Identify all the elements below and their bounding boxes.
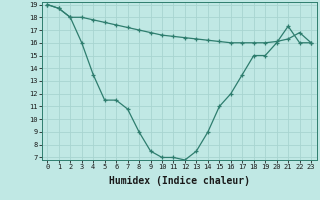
X-axis label: Humidex (Indice chaleur): Humidex (Indice chaleur)	[109, 176, 250, 186]
